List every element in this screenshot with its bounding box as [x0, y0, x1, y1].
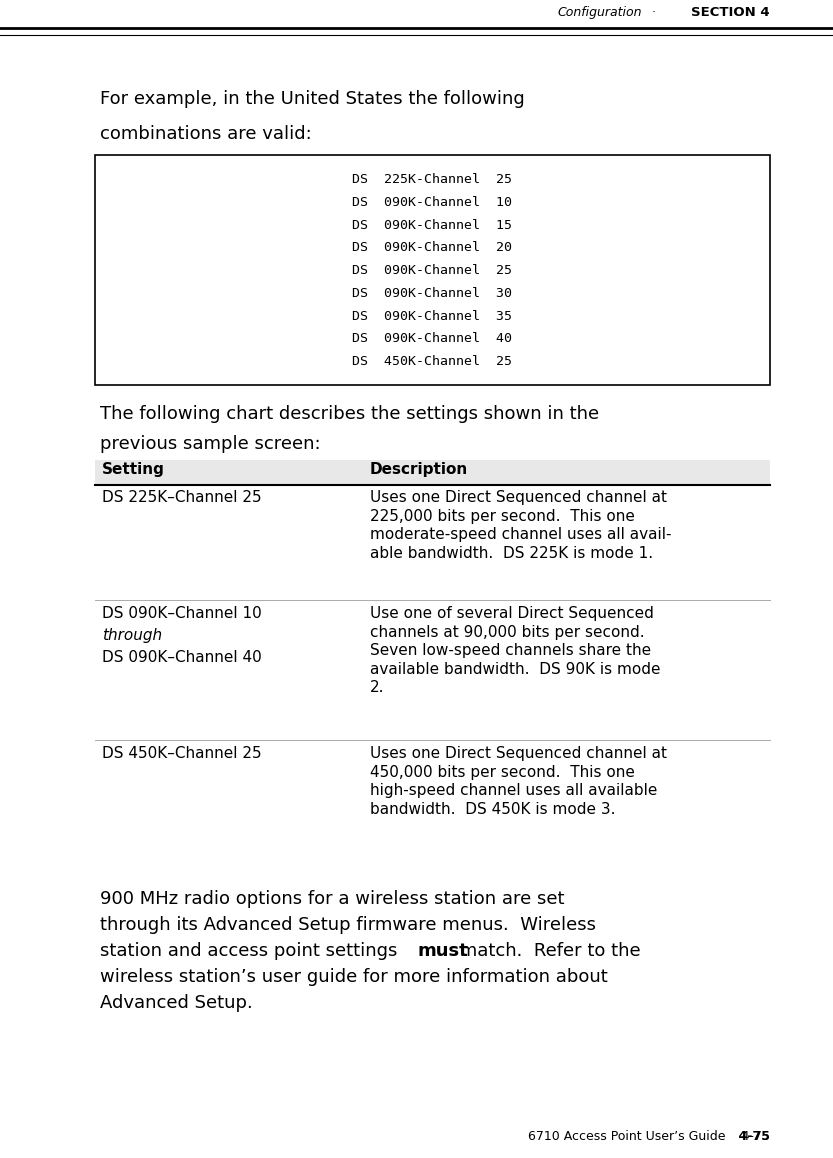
Text: must: must	[418, 941, 469, 960]
Text: ·: ·	[652, 6, 656, 19]
Text: 900 MHz radio options for a wireless station are set: 900 MHz radio options for a wireless sta…	[100, 891, 565, 908]
Text: DS  090K-Channel  35: DS 090K-Channel 35	[352, 309, 512, 323]
Text: DS  090K-Channel  30: DS 090K-Channel 30	[352, 287, 512, 300]
Bar	[95, 460, 770, 485]
Text: DS  090K-Channel  25: DS 090K-Channel 25	[352, 264, 512, 277]
Text: Description: Description	[370, 462, 468, 477]
Text: Use one of several Direct Sequenced
channels at 90,000 bits per second.
Seven lo: Use one of several Direct Sequenced chan…	[370, 606, 661, 696]
Text: through: through	[102, 628, 162, 643]
Text: Advanced Setup.: Advanced Setup.	[100, 994, 252, 1012]
Text: wireless station’s user guide for more information about: wireless station’s user guide for more i…	[100, 968, 608, 985]
Text: DS  225K-Channel  25: DS 225K-Channel 25	[352, 173, 512, 186]
Text: station and access point settings: station and access point settings	[100, 941, 403, 960]
Bar	[95, 155, 770, 384]
Text: DS  450K-Channel  25: DS 450K-Channel 25	[352, 356, 512, 368]
Text: match.  Refer to the: match. Refer to the	[454, 941, 641, 960]
Text: Configuration: Configuration	[557, 6, 642, 19]
Text: DS  090K-Channel  10: DS 090K-Channel 10	[352, 196, 512, 208]
Text: DS 090K–Channel 10: DS 090K–Channel 10	[102, 606, 262, 621]
Text: Uses one Direct Sequenced channel at
450,000 bits per second.  This one
high-spe: Uses one Direct Sequenced channel at 450…	[370, 746, 667, 816]
Text: through its Advanced Setup firmware menus.  Wireless: through its Advanced Setup firmware menu…	[100, 916, 596, 935]
Text: Uses one Direct Sequenced channel at
225,000 bits per second.  This one
moderate: Uses one Direct Sequenced channel at 225…	[370, 490, 671, 560]
Text: DS  090K-Channel  15: DS 090K-Channel 15	[352, 219, 512, 232]
Text: SECTION 4: SECTION 4	[691, 6, 770, 19]
Text: For example, in the United States the following: For example, in the United States the fo…	[100, 90, 525, 108]
Text: combinations are valid:: combinations are valid:	[100, 125, 312, 142]
Text: 4-75: 4-75	[721, 1130, 770, 1143]
Text: DS 225K–Channel 25: DS 225K–Channel 25	[102, 490, 262, 505]
Text: DS  090K-Channel  20: DS 090K-Channel 20	[352, 241, 512, 255]
Text: previous sample screen:: previous sample screen:	[100, 435, 321, 453]
Text: DS  090K-Channel  40: DS 090K-Channel 40	[352, 332, 512, 345]
Text: The following chart describes the settings shown in the: The following chart describes the settin…	[100, 405, 599, 423]
Text: DS 450K–Channel 25: DS 450K–Channel 25	[102, 746, 262, 761]
Text: Setting: Setting	[102, 462, 165, 477]
Text: 6710 Access Point User’s Guide    4-75: 6710 Access Point User’s Guide 4-75	[528, 1130, 770, 1143]
Text: DS 090K–Channel 40: DS 090K–Channel 40	[102, 650, 262, 665]
